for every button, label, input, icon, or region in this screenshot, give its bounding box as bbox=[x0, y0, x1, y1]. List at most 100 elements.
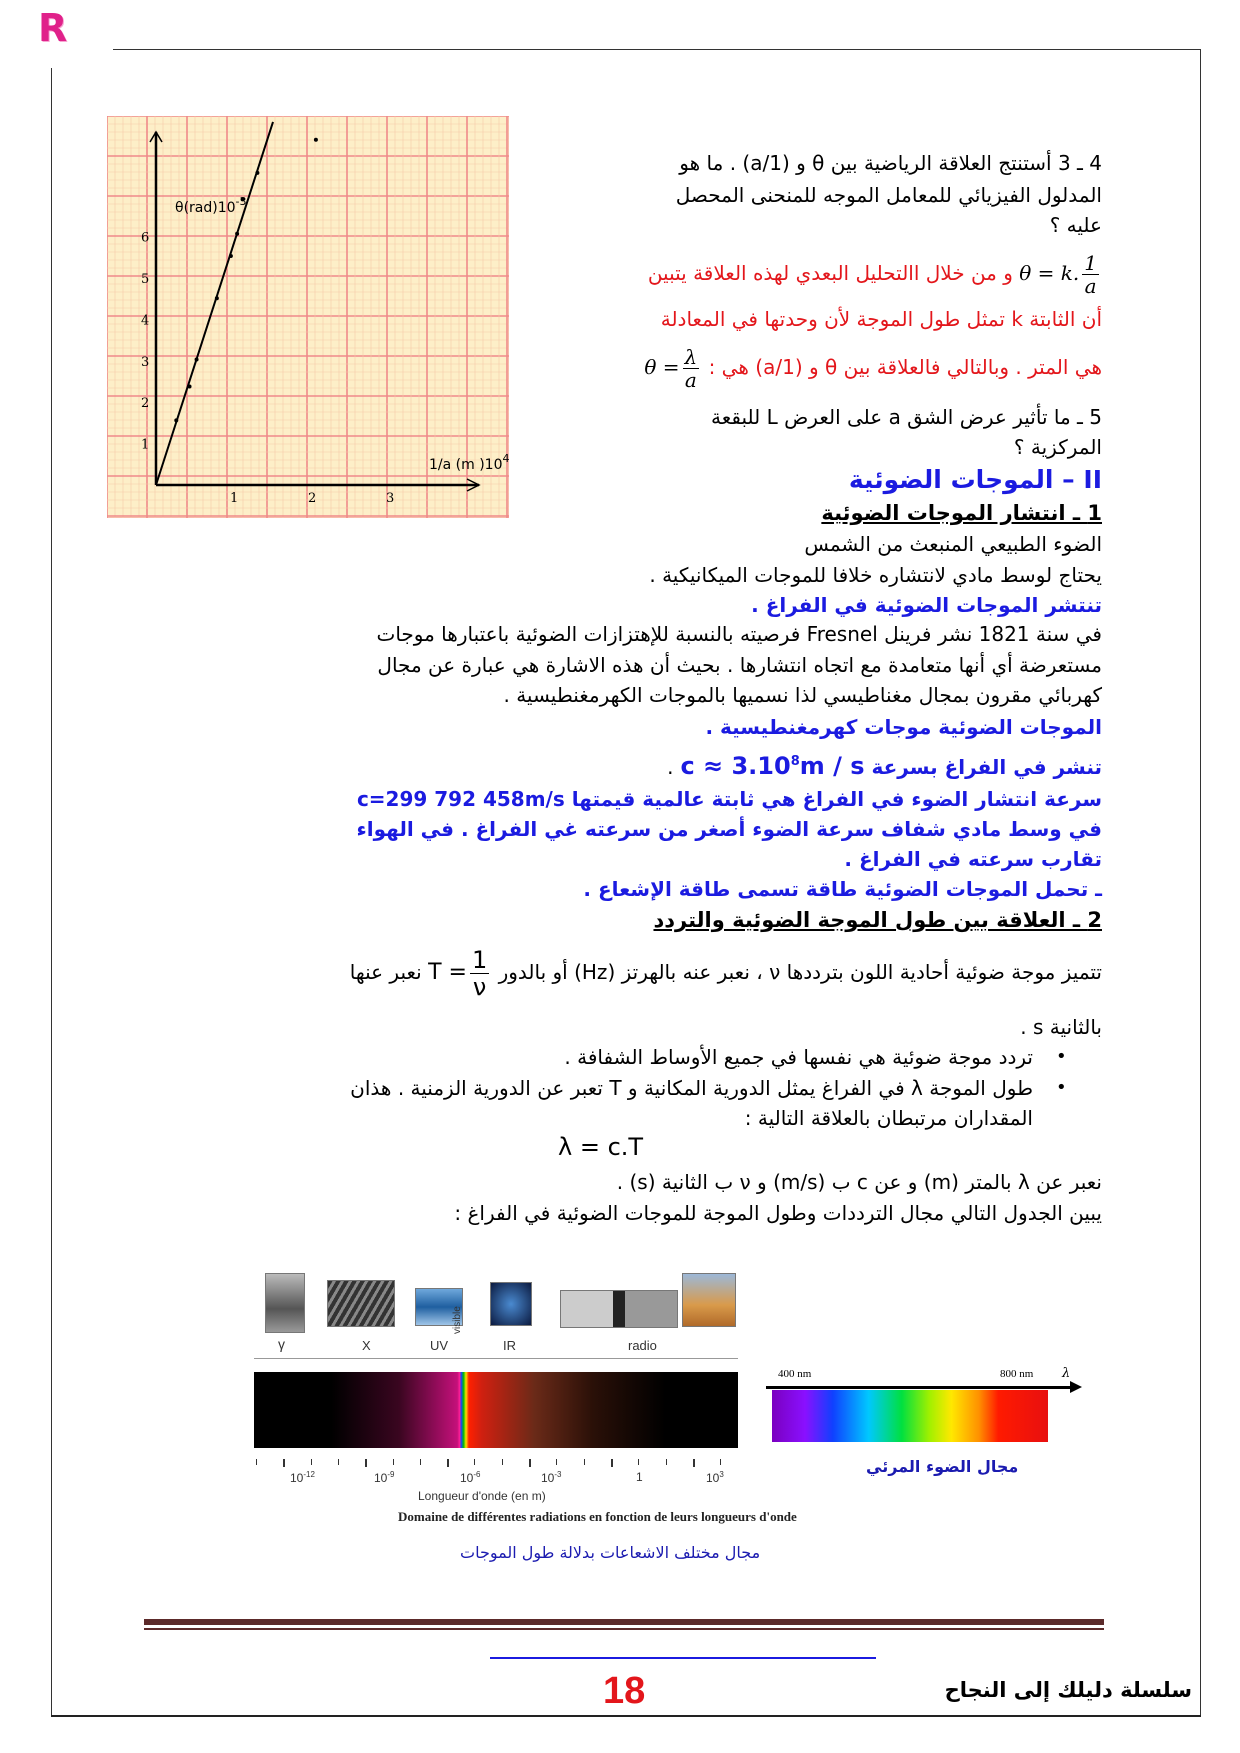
axis-tick-label: 10-12 bbox=[290, 1470, 315, 1485]
y-tick-label: 6 bbox=[141, 231, 149, 246]
formula-theta-lambda-over-a: θ = λ a bbox=[644, 345, 700, 392]
data-point bbox=[313, 137, 318, 142]
frequency-line-end: نعبر عنها bbox=[349, 960, 422, 984]
key-statement: في وسط مادي شفاف سرعة الضوء أصغر من سرعت… bbox=[356, 817, 1102, 841]
y-tick-label: 2 bbox=[141, 396, 149, 411]
y-tick-label: 5 bbox=[141, 272, 149, 287]
cat-picture-icon bbox=[682, 1273, 736, 1327]
key-statement: تنتشر الموجات الضوئية في الفراغ . bbox=[751, 593, 1102, 617]
data-point bbox=[187, 384, 192, 389]
y-axis-label: θ(rad)10-3 bbox=[175, 195, 247, 216]
section-2-heading: II – الموجات الضوئية bbox=[848, 465, 1102, 494]
spectrum-axis-tick bbox=[610, 1459, 613, 1467]
question-5-line-2: المركزية ؟ bbox=[1013, 435, 1102, 459]
data-point bbox=[240, 197, 245, 202]
answer-line-2: أن الثابتة k تمثل طول الموجة لأن وحدتها … bbox=[660, 307, 1102, 331]
footer-double-rule-thin bbox=[144, 1628, 1104, 1630]
spectrum-axis-tick bbox=[529, 1459, 531, 1467]
x-axis-label: 1/a (m )104 bbox=[429, 452, 509, 473]
figure-caption-ar: مجال مختلف الاشعاعات بدلالة طول الموجات bbox=[460, 1543, 761, 1562]
ir-picture-icon bbox=[490, 1282, 532, 1326]
graph-paper bbox=[107, 116, 509, 518]
frequency-line-text: تتميز موجة ضوئية أحادية اللون بترددها ν … bbox=[498, 960, 1102, 984]
gamma-picture-icon bbox=[265, 1273, 305, 1333]
subsection-2-heading: 2 ـ العلاقة بين طول الموجة الضوئية والتر… bbox=[653, 908, 1102, 932]
footer-blue-rule bbox=[490, 1657, 876, 1659]
paragraph-line: الضوء الطبيعي المنبعث من الشمس bbox=[804, 532, 1102, 556]
spectrum-axis-tick bbox=[556, 1459, 558, 1465]
y-axis-arrow bbox=[149, 130, 163, 143]
axis-tick-label: 1 bbox=[636, 1470, 643, 1484]
spectrum-axis-tick bbox=[665, 1459, 667, 1465]
bottom-border bbox=[51, 1715, 1201, 1717]
visible-arrow-head bbox=[1070, 1381, 1082, 1393]
question-5-line-1: 5 ـ ما تأثير عرض الشق a على العرض L للبق… bbox=[710, 405, 1102, 429]
paragraph-line: مستعرضة أي أنها متعامدة مع اتجاه انتشاره… bbox=[377, 653, 1102, 677]
formula-theta-k-over-a: θ = k. 1 a bbox=[1019, 251, 1099, 298]
x-tick-label: 3 bbox=[386, 491, 394, 506]
spectrum-bar bbox=[254, 1372, 738, 1448]
band-label-gamma: γ bbox=[278, 1336, 285, 1352]
key-statement: سرعة انتشار الضوء في الفراغ هي ثابتة عال… bbox=[356, 787, 1102, 811]
wavelength-axis-title: Longueur d'onde (en m) bbox=[418, 1489, 546, 1503]
spectrum-axis-tick bbox=[256, 1459, 257, 1465]
x-tick-label: 1 bbox=[230, 491, 238, 506]
list-item: طول الموجة λ في الفراغ يمثل الدورية المك… bbox=[350, 1076, 1033, 1100]
period-formula: T = 1 ν bbox=[428, 945, 490, 1001]
fit-line bbox=[155, 121, 274, 486]
band-label-visible: visible bbox=[452, 1306, 463, 1334]
spectrum-axis-tick bbox=[720, 1459, 722, 1465]
data-point bbox=[228, 254, 233, 259]
spectrum-axis-tick bbox=[692, 1459, 695, 1467]
subsection-1-heading: 1 ـ انتشار الموجات الضوئية bbox=[821, 501, 1102, 525]
axis-tick-label: 103 bbox=[706, 1470, 724, 1485]
radio-devices-picture-icon bbox=[560, 1290, 678, 1328]
data-point bbox=[194, 357, 199, 362]
list-item-continued: المقداران مرتبطان بالعلاقة التالية : bbox=[744, 1106, 1033, 1130]
axis-tick-label: 10-3 bbox=[541, 1470, 562, 1485]
footer-double-rule bbox=[144, 1619, 1104, 1625]
paragraph-line: يحتاج لوسط مادي لانتشاره خلافا للموجات ا… bbox=[649, 563, 1102, 587]
spectrum-axis-tick bbox=[501, 1459, 503, 1465]
band-label-uv: UV bbox=[430, 1338, 449, 1353]
lambda-axis-label: λ bbox=[1062, 1366, 1071, 1381]
paragraph-line: كهربائي مقرون بمجال مغناطيسي لذا نسميها … bbox=[503, 683, 1102, 707]
frequency-line: تتميز موجة ضوئية أحادية اللون بترددها ν … bbox=[349, 945, 1102, 1001]
paragraph-line: نعبر عن λ بالمتر (m) و عن c ب (m/s) و ν … bbox=[616, 1170, 1102, 1194]
list-item: تردد موجة ضوئية هي نفسها في جميع الأوساط… bbox=[564, 1045, 1033, 1069]
answer-line-1: θ = k. 1 a و من خلال االتحليل البعدي لهذه … bbox=[647, 252, 1102, 297]
bullet-icon: • bbox=[1056, 1046, 1067, 1067]
visible-start-label: 400 nm bbox=[778, 1368, 812, 1380]
axis-tick-label: 10-9 bbox=[374, 1470, 395, 1485]
x-tick-label: 2 bbox=[308, 491, 316, 506]
question-4-3-line-3: عليه ؟ bbox=[1049, 213, 1102, 237]
answer-line-3: هي المتر . وبالتالي فالعلاقة بين θ و (1/… bbox=[644, 345, 1102, 392]
spectrum-axis-tick bbox=[283, 1459, 286, 1467]
key-statement: الموجات الضوئية موجات كهرمغنطيسية . bbox=[705, 715, 1102, 739]
right-border bbox=[1200, 49, 1201, 1716]
top-rule bbox=[113, 49, 1201, 50]
axis-tick-label: 10-6 bbox=[460, 1470, 481, 1485]
paragraph-line: يبين الجدول التالي مجال الترددات وطول ال… bbox=[454, 1201, 1102, 1225]
band-label-radio: radio bbox=[628, 1338, 657, 1353]
data-point bbox=[255, 170, 260, 175]
spectrum-axis-tick bbox=[419, 1459, 421, 1465]
band-axis-line bbox=[254, 1358, 738, 1359]
answer-line-3-text: هي المتر . وبالتالي فالعلاقة بين θ و (1/… bbox=[708, 355, 1102, 379]
data-point bbox=[214, 296, 219, 301]
spectrum-axis-tick bbox=[583, 1459, 585, 1465]
y-tick-label: 1 bbox=[141, 438, 149, 453]
data-point bbox=[235, 231, 240, 236]
speed-of-light-formula: c ≈ 3.108m / s bbox=[680, 752, 865, 780]
figure-caption-fr: Domaine de différentes radiations en fon… bbox=[398, 1509, 797, 1524]
data-point bbox=[174, 418, 179, 423]
y-tick-label: 3 bbox=[141, 355, 149, 370]
page-number: 18 bbox=[603, 1670, 646, 1712]
band-label-x: X bbox=[362, 1338, 371, 1353]
series-title: سلسلة دليلك إلى النجاح bbox=[944, 1678, 1192, 1702]
theta-vs-inverse-a-graph: θ(rad)10-3 1/a (m )104 1 2 3 4 5 6 1 2 3 bbox=[107, 116, 509, 518]
xray-picture-icon bbox=[327, 1280, 395, 1327]
spectrum-axis-tick bbox=[638, 1459, 640, 1465]
answer-line-1-text: و من خلال االتحليل البعدي لهذه العلاقة ي… bbox=[647, 261, 1013, 285]
question-4-3-line-1: 4 ـ 3 أستنتج العلاقة الرياضية بين θ و (1… bbox=[679, 151, 1102, 175]
